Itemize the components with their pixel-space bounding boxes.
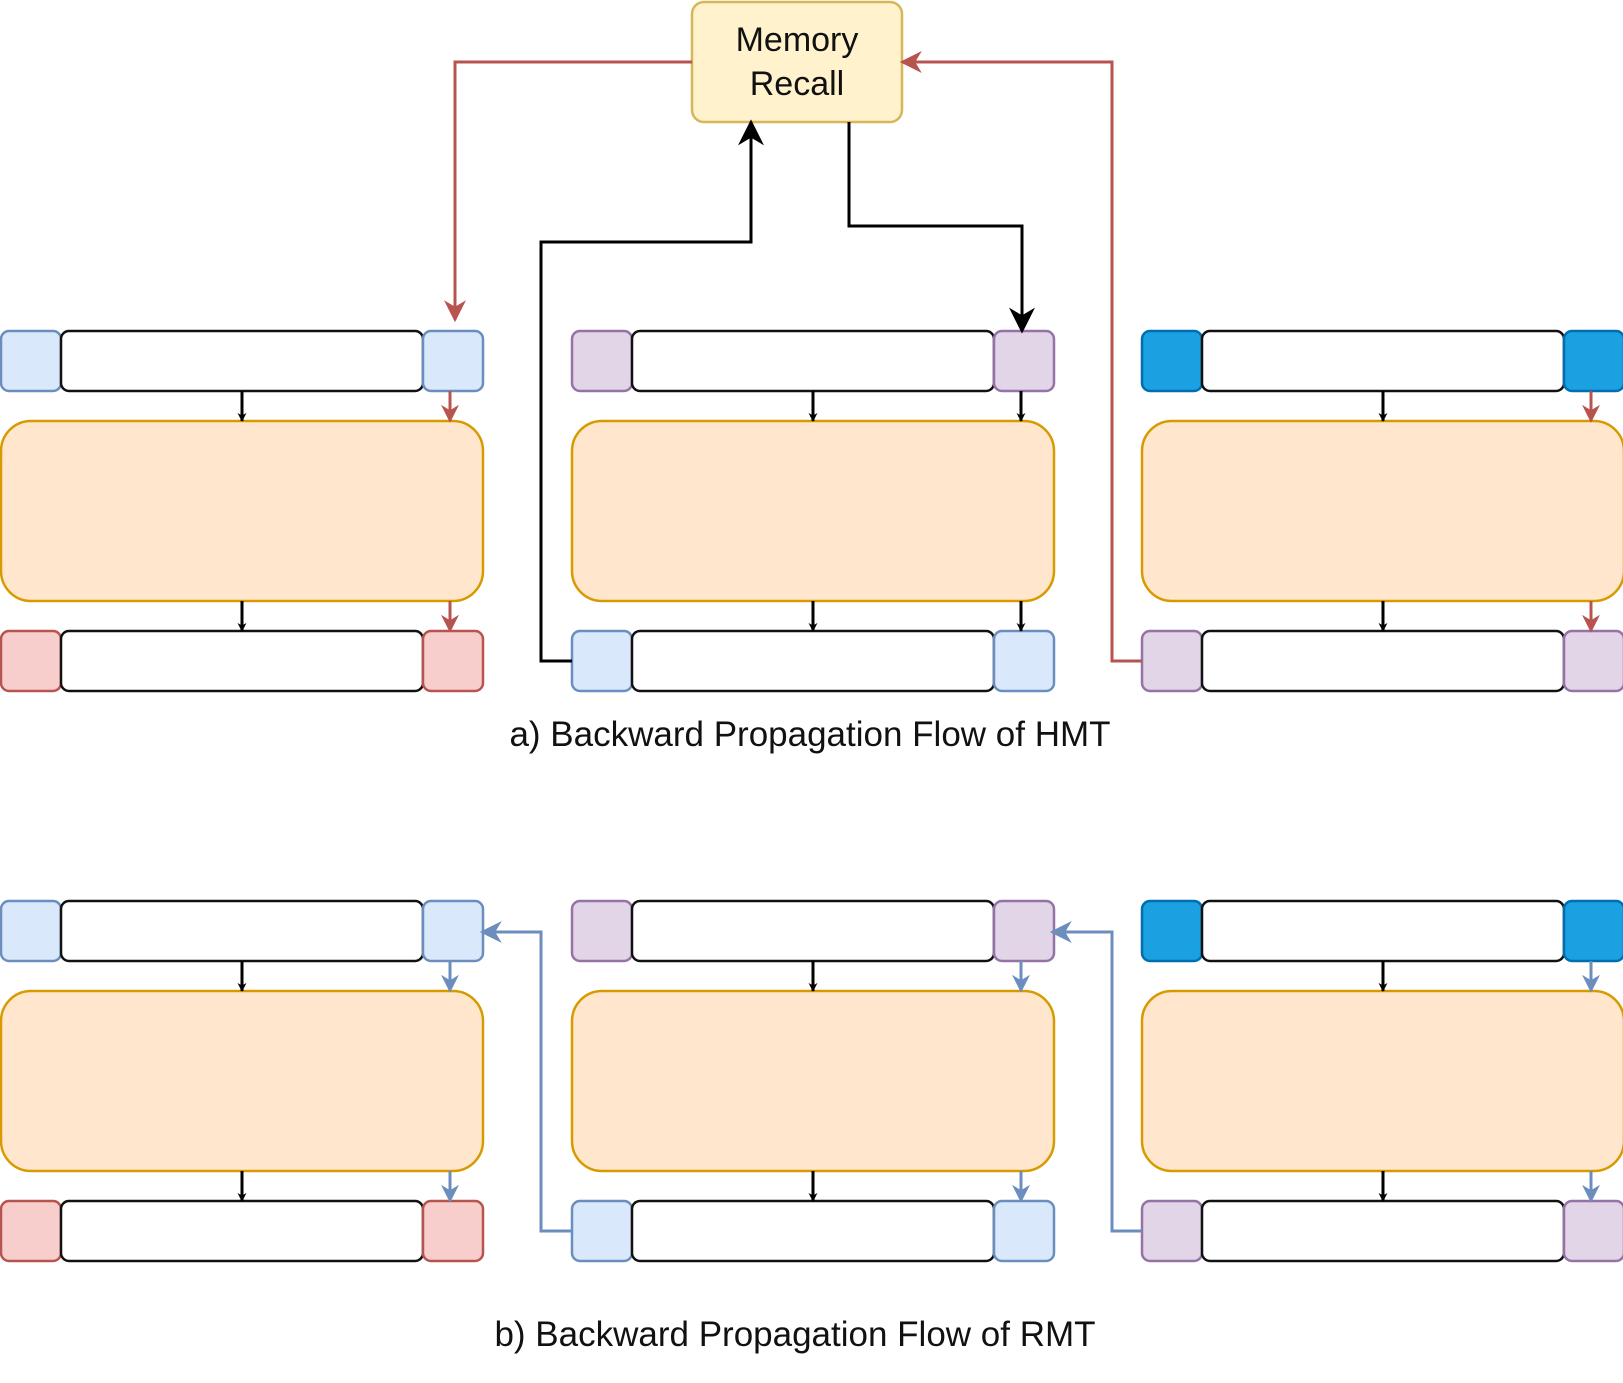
input-memory-left [570, 899, 634, 963]
rmt-panel [0, 899, 1623, 1263]
output-memory-left [1140, 1199, 1204, 1263]
output-sequence [59, 1199, 425, 1263]
output-sequence [1200, 629, 1566, 693]
transformer-block [1140, 419, 1623, 603]
output-memory-right [421, 1199, 485, 1263]
transformer-block [0, 989, 485, 1173]
input-memory-right [1562, 329, 1623, 393]
output-memory-left [1140, 629, 1204, 693]
hmt-segment-3 [1140, 329, 1623, 693]
transformer-block [570, 419, 1056, 603]
memory-recall-box [690, 0, 904, 124]
output-sequence [1200, 1199, 1566, 1263]
hmt-segment-2 [570, 329, 1056, 693]
output-sequence [630, 1199, 996, 1263]
output-memory-left [0, 629, 63, 693]
output-memory-right [992, 1199, 1056, 1263]
input-memory-left [0, 899, 63, 963]
input-memory-right [421, 899, 485, 963]
input-memory-right [1562, 899, 1623, 963]
input-memory-right [421, 329, 485, 393]
output-memory-left [570, 629, 634, 693]
segment3-to-segment2-arrow [1049, 921, 1142, 1233]
caption-rmt: b) Backward Propagation Flow of RMT [494, 1315, 1095, 1354]
output-memory-right [421, 629, 485, 693]
recall-to-segment1-arrow [444, 60, 692, 323]
memory-recall-label-line2: Recall [750, 65, 844, 103]
output-memory-right [1562, 629, 1623, 693]
hmt-panel [0, 329, 1623, 693]
output-memory-right [1562, 1199, 1623, 1263]
output-sequence [59, 629, 425, 693]
rmt-segment-2 [570, 899, 1056, 1263]
input-sequence [59, 329, 425, 393]
output-memory-left [570, 1199, 634, 1263]
input-memory-right [992, 899, 1056, 963]
output-sequence [630, 629, 996, 693]
segment3-to-recall-arrow [899, 51, 1142, 663]
memory-recall-node: Memory Recall [690, 0, 904, 124]
input-sequence [1200, 329, 1566, 393]
input-sequence [630, 899, 996, 963]
input-sequence [1200, 899, 1566, 963]
rmt-connectors [479, 921, 1142, 1233]
input-sequence [630, 329, 996, 393]
output-memory-left [0, 1199, 63, 1263]
segment2-to-recall-arrow [539, 119, 764, 663]
input-sequence [59, 899, 425, 963]
transformer-block [570, 989, 1056, 1173]
transformer-block [0, 419, 485, 603]
rmt-segment-1 [0, 899, 485, 1263]
memory-recall-label-line1: Memory [736, 21, 859, 59]
recall-to-segment2-arrow [847, 122, 1035, 334]
input-memory-left [1140, 899, 1204, 963]
segment2-to-segment1-arrow [479, 921, 572, 1233]
output-memory-right [992, 629, 1056, 693]
input-memory-left [0, 329, 63, 393]
hmt-segment-1 [0, 329, 485, 693]
transformer-block [1140, 989, 1623, 1173]
caption-hmt: a) Backward Propagation Flow of HMT [509, 715, 1110, 754]
input-memory-left [570, 329, 634, 393]
rmt-segment-3 [1140, 899, 1623, 1263]
hmt-connectors [444, 51, 1142, 663]
input-memory-right [992, 329, 1056, 393]
input-memory-left [1140, 329, 1204, 393]
